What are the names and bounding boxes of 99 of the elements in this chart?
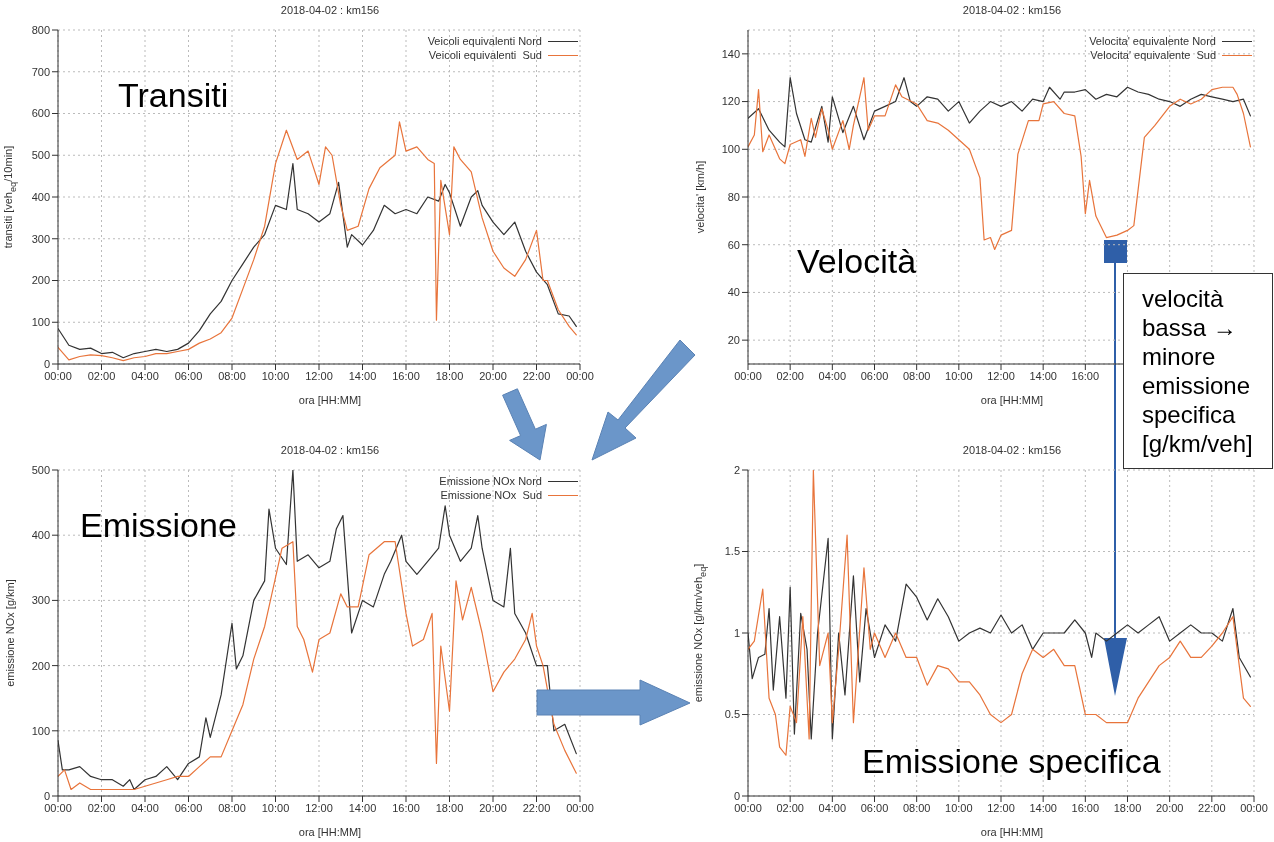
x-tick-label: 04:00	[131, 801, 159, 814]
y-tick-label: 200	[31, 274, 50, 287]
x-axis-title: ora [HH:MM]	[297, 394, 363, 406]
x-tick-label: 02:00	[87, 369, 116, 382]
x-tick-label: 00:00	[566, 801, 594, 814]
x-tick-label: 20:00	[479, 801, 507, 814]
x-tick-label: 04:00	[818, 801, 847, 814]
x-tick-label: 10:00	[261, 801, 290, 814]
x-axis-title: ora [HH:MM]	[979, 826, 1045, 838]
x-tick-label: 14:00	[348, 801, 377, 814]
y-tick-label: 60	[727, 238, 740, 251]
y-tick-label: 140	[721, 47, 740, 60]
y-tick-label: 100	[31, 724, 50, 737]
x-tick-label: 04:00	[131, 369, 159, 382]
y-tick-label: 500	[31, 463, 50, 476]
x-tick-label: 08:00	[218, 369, 246, 382]
x-tick-label: 22:00	[522, 801, 551, 814]
x-tick-label: 00:00	[44, 801, 72, 814]
chart-title: 2018-04-02 : km156	[962, 444, 1062, 456]
annotation: Emissione specifica	[862, 742, 1161, 781]
legend-label: Velocita' equivalente Sud	[1090, 48, 1216, 62]
x-tick-label: 12:00	[305, 801, 333, 814]
x-tick-label: 18:00	[435, 801, 464, 814]
x-tick-label: 08:00	[902, 801, 931, 814]
annotation: Emissione	[80, 506, 237, 545]
x-tick-label: 06:00	[174, 369, 203, 382]
x-tick-label: 04:00	[818, 369, 847, 382]
y-tick-label: 200	[31, 659, 50, 672]
line-series	[58, 121, 577, 362]
x-tick-label: 00:00	[566, 369, 594, 382]
x-tick-label: 18:00	[1113, 801, 1142, 814]
annotation: Velocità	[797, 242, 917, 281]
x-tick-label: 10:00	[945, 369, 973, 382]
y-tick-label: 0	[733, 789, 740, 802]
x-tick-label: 08:00	[902, 369, 931, 382]
x-tick-label: 00:00	[734, 801, 762, 814]
x-tick-label: 16:00	[1071, 801, 1100, 814]
x-tick-label: 06:00	[174, 801, 203, 814]
y-tick-label: 400	[31, 529, 50, 542]
legend-label: Velocita' equivalente Nord	[1089, 34, 1216, 48]
y-axis-title: velocita' [km/h]	[694, 160, 706, 234]
chart-title: 2018-04-02 : km156	[279, 4, 381, 16]
x-tick-label: 08:00	[218, 801, 246, 814]
y-tick-label: 600	[31, 107, 50, 120]
y-tick-label: 20	[727, 334, 740, 347]
y-tick-label: 120	[721, 95, 740, 108]
x-tick-label: 02:00	[776, 801, 804, 814]
y-tick-label: 2	[733, 463, 740, 476]
x-tick-label: 16:00	[392, 369, 420, 382]
y-tick-label: 100	[31, 316, 50, 329]
y-axis-title: emissione NOx [g/km]	[4, 579, 16, 687]
x-axis-title: ora [HH:MM]	[297, 826, 363, 838]
x-tick-label: 14:00	[1029, 369, 1057, 382]
x-tick-label: 06:00	[860, 801, 889, 814]
x-tick-label: 16:00	[1071, 369, 1100, 382]
x-tick-label: 20:00	[1155, 801, 1184, 814]
x-tick-label: 02:00	[776, 369, 804, 382]
y-tick-label: 300	[31, 594, 50, 607]
legend-label: Emissione NOx Sud	[440, 488, 542, 502]
y-tick-label: 0	[43, 789, 50, 802]
y-tick-label: 500	[31, 149, 50, 162]
y-tick-label: 0.5	[724, 708, 740, 721]
x-tick-label: 12:00	[987, 801, 1015, 814]
y-tick-label: 100	[721, 143, 740, 156]
x-tick-label: 10:00	[945, 801, 973, 814]
x-tick-label: 00:00	[44, 369, 72, 382]
annotation: velocità bassa → minore emissione specifica [g/km/veh]	[1123, 273, 1273, 469]
x-tick-label: 00:00	[1240, 801, 1268, 814]
x-tick-label: 14:00	[1029, 801, 1057, 814]
x-tick-label: 14:00	[348, 369, 377, 382]
x-tick-label: 10:00	[261, 369, 290, 382]
legend-label: Emissione NOx Nord	[439, 474, 542, 488]
annotation: Transiti	[118, 76, 229, 115]
line-series	[58, 541, 577, 791]
x-tick-label: 22:00	[1198, 801, 1226, 814]
chart-title: 2018-04-02 : km156	[279, 444, 381, 456]
x-tick-label: 18:00	[435, 369, 464, 382]
x-tick-label: 16:00	[392, 801, 420, 814]
line-series	[748, 77, 1252, 251]
x-tick-label: 06:00	[860, 369, 889, 382]
legend-label: Veicoli equivalenti Sud	[428, 48, 542, 62]
y-tick-label: 300	[31, 232, 50, 245]
y-tick-label: 40	[727, 286, 740, 299]
y-tick-label: 0	[43, 357, 50, 370]
y-tick-label: 1.5	[724, 545, 740, 558]
y-tick-label: 400	[31, 190, 50, 203]
x-tick-label: 12:00	[987, 369, 1015, 382]
y-tick-label: 700	[31, 65, 50, 78]
chart-title: 2018-04-02 : km156	[961, 4, 1063, 16]
y-tick-label: 800	[31, 23, 50, 36]
legend-label: Veicoli equivalenti Nord	[427, 34, 542, 48]
x-tick-label: 22:00	[522, 369, 551, 382]
y-tick-label: 80	[727, 190, 740, 203]
y-tick-label: 1	[733, 626, 740, 639]
x-tick-label: 00:00	[734, 369, 762, 382]
x-tick-label: 20:00	[479, 369, 507, 382]
x-tick-label: 02:00	[87, 801, 116, 814]
x-tick-label: 12:00	[305, 369, 333, 382]
x-axis-title: ora [HH:MM]	[980, 394, 1044, 406]
